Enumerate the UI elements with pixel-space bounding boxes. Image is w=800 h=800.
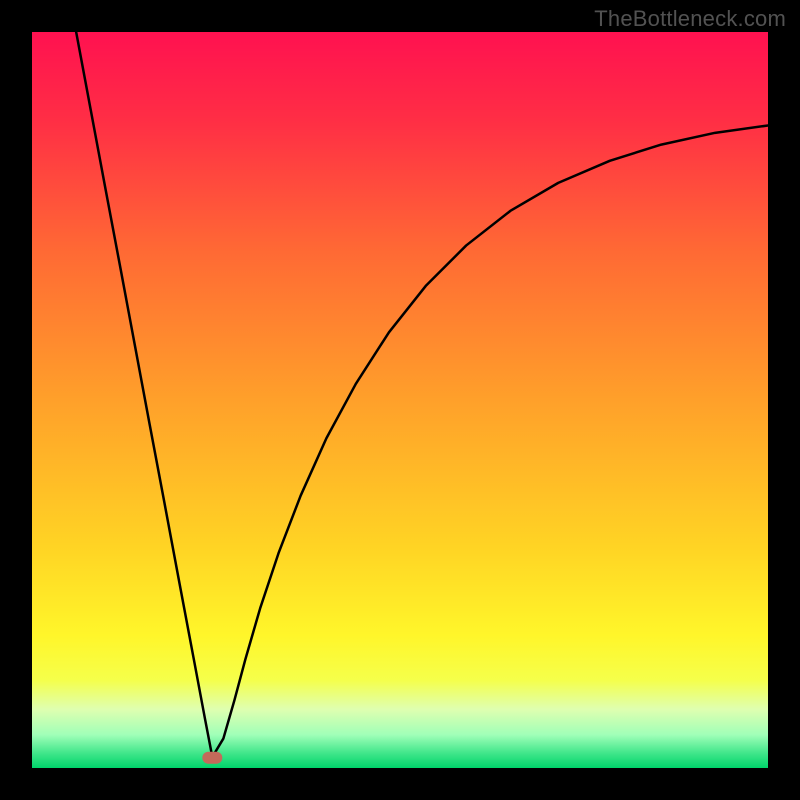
- chart-frame: TheBottleneck.com: [0, 0, 800, 800]
- plot-area: [32, 32, 768, 768]
- watermark-text: TheBottleneck.com: [594, 6, 786, 32]
- optimal-point-marker: [202, 752, 222, 764]
- bottleneck-curve-chart: [32, 32, 768, 768]
- gradient-background: [32, 32, 768, 768]
